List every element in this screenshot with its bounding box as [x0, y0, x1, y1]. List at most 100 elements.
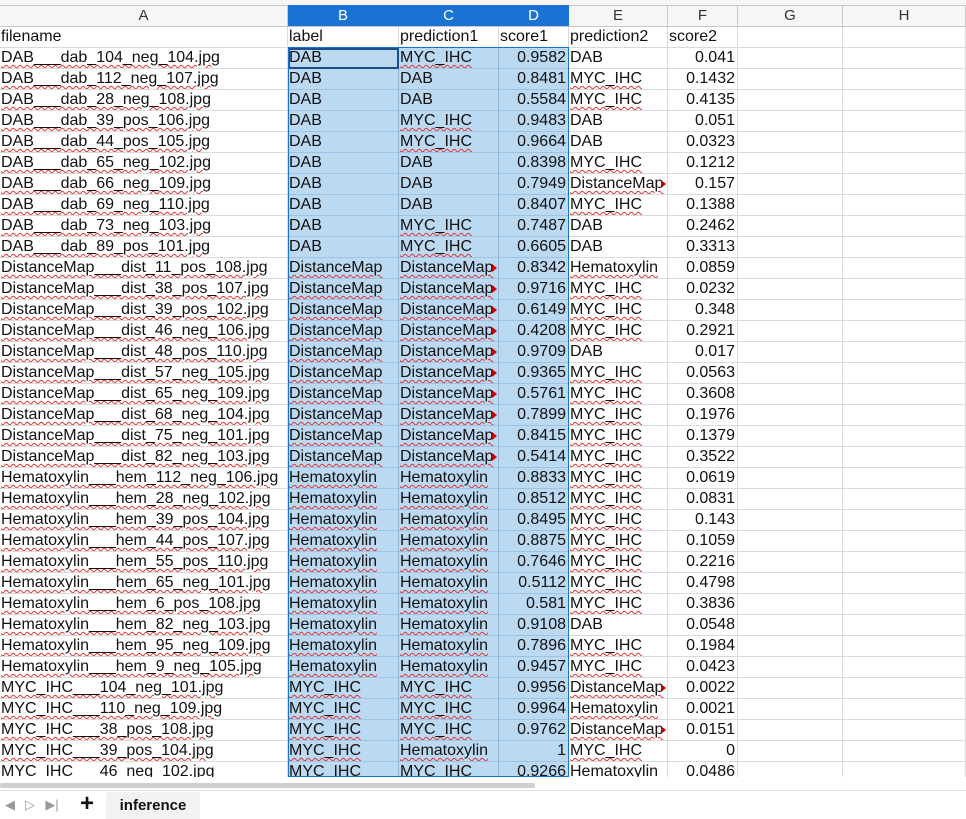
cell-score2[interactable]: 0.4135 — [668, 90, 738, 111]
cell-prediction2[interactable]: MYC_IHC — [569, 363, 668, 384]
cell-h[interactable] — [843, 636, 966, 657]
cell-score1[interactable]: 1 — [499, 741, 569, 762]
cell-score2[interactable]: score2 — [668, 27, 738, 48]
cell-score2[interactable]: 0.0486 — [668, 762, 738, 777]
cell-score2[interactable]: 0.0563 — [668, 363, 738, 384]
cell-score2[interactable]: 0.0423 — [668, 657, 738, 678]
cell-h[interactable] — [843, 678, 966, 699]
cell-label[interactable]: Hematoxylin — [288, 573, 399, 594]
cell-h[interactable] — [843, 720, 966, 741]
cell-g[interactable] — [738, 174, 843, 195]
cell-prediction2[interactable]: MYC_IHC — [569, 552, 668, 573]
cell-prediction1[interactable]: DAB — [399, 153, 499, 174]
cell-g[interactable] — [738, 153, 843, 174]
cell-score1[interactable]: score1 — [499, 27, 569, 48]
cell-prediction2[interactable]: MYC_IHC — [569, 657, 668, 678]
cell-h[interactable] — [843, 405, 966, 426]
cell-g[interactable] — [738, 636, 843, 657]
cell-h[interactable] — [843, 447, 966, 468]
cell-score2[interactable]: 0.0859 — [668, 258, 738, 279]
cell-label[interactable]: MYC_IHC — [288, 741, 399, 762]
cell-h[interactable] — [843, 657, 966, 678]
cell-score2[interactable]: 0.0232 — [668, 279, 738, 300]
cell-label[interactable]: Hematoxylin — [288, 636, 399, 657]
cell-prediction1[interactable]: DistanceMap — [399, 342, 499, 363]
cell-filename[interactable]: DAB___dab_28_neg_108.jpg — [0, 90, 288, 111]
cell-score2[interactable]: 0.1984 — [668, 636, 738, 657]
cell-g[interactable] — [738, 195, 843, 216]
cell-h[interactable] — [843, 258, 966, 279]
cell-g[interactable] — [738, 48, 843, 69]
cell-label[interactable]: DistanceMap — [288, 447, 399, 468]
cell-filename[interactable]: Hematoxylin___hem_39_pos_104.jpg — [0, 510, 288, 531]
cell-label[interactable]: DistanceMap — [288, 363, 399, 384]
cell-score1[interactable]: 0.5761 — [499, 384, 569, 405]
cell-score2[interactable]: 0.4798 — [668, 573, 738, 594]
cell-label[interactable]: DAB — [288, 69, 399, 90]
cell-g[interactable] — [738, 132, 843, 153]
cell-g[interactable] — [738, 258, 843, 279]
cell-prediction1[interactable]: MYC_IHC — [399, 237, 499, 258]
cell-g[interactable] — [738, 699, 843, 720]
cell-prediction2[interactable]: MYC_IHC — [569, 636, 668, 657]
cell-filename[interactable]: DAB___dab_69_neg_110.jpg — [0, 195, 288, 216]
cell-label[interactable]: label — [288, 27, 399, 48]
cell-label[interactable]: DistanceMap — [288, 300, 399, 321]
column-header-g[interactable]: G — [738, 5, 843, 26]
cell-h[interactable] — [843, 384, 966, 405]
add-sheet-button[interactable]: + — [79, 790, 94, 817]
cell-label[interactable]: DAB — [288, 237, 399, 258]
cell-filename[interactable]: DistanceMap___dist_48_pos_110.jpg — [0, 342, 288, 363]
cell-label[interactable]: DistanceMap — [288, 342, 399, 363]
cell-prediction1[interactable]: DistanceMap — [399, 426, 499, 447]
cell-score1[interactable]: 0.9582 — [499, 48, 569, 69]
cell-prediction2[interactable]: MYC_IHC — [569, 741, 668, 762]
cell-score2[interactable]: 0.0548 — [668, 615, 738, 636]
cell-score1[interactable]: 0.9956 — [499, 678, 569, 699]
cell-label[interactable]: DAB — [288, 90, 399, 111]
cell-g[interactable] — [738, 279, 843, 300]
cell-filename[interactable]: Hematoxylin___hem_55_pos_110.jpg — [0, 552, 288, 573]
cell-filename[interactable]: MYC_IHC___38_pos_108.jpg — [0, 720, 288, 741]
cell-g[interactable] — [738, 384, 843, 405]
cell-label[interactable]: DAB — [288, 195, 399, 216]
cell-score2[interactable]: 0.041 — [668, 48, 738, 69]
cell-filename[interactable]: DistanceMap___dist_57_neg_105.jpg — [0, 363, 288, 384]
cell-score1[interactable]: 0.4208 — [499, 321, 569, 342]
cell-label[interactable]: DistanceMap — [288, 405, 399, 426]
scroll-prev-sheet-icon[interactable]: ▷ — [25, 797, 35, 812]
cell-filename[interactable]: filename — [0, 27, 288, 48]
cell-score1[interactable]: 0.9365 — [499, 363, 569, 384]
cell-label[interactable]: Hematoxylin — [288, 615, 399, 636]
cell-prediction2[interactable]: MYC_IHC — [569, 300, 668, 321]
cell-h[interactable] — [843, 573, 966, 594]
cell-label[interactable]: DistanceMap — [288, 321, 399, 342]
cell-score1[interactable]: 0.6605 — [499, 237, 569, 258]
cell-prediction2[interactable]: Hematoxylin — [569, 699, 668, 720]
cell-prediction2[interactable]: DAB — [569, 48, 668, 69]
cell-prediction2[interactable]: MYC_IHC — [569, 384, 668, 405]
cell-score1[interactable]: 0.9108 — [499, 615, 569, 636]
cell-g[interactable] — [738, 762, 843, 777]
cell-h[interactable] — [843, 237, 966, 258]
cell-h[interactable] — [843, 426, 966, 447]
cell-g[interactable] — [738, 321, 843, 342]
cell-score2[interactable]: 0.3313 — [668, 237, 738, 258]
cell-h[interactable] — [843, 321, 966, 342]
cell-filename[interactable]: MYC_IHC___104_neg_101.jpg — [0, 678, 288, 699]
cell-score1[interactable]: 0.8833 — [499, 468, 569, 489]
cell-prediction1[interactable]: Hematoxylin — [399, 552, 499, 573]
cell-prediction1[interactable]: MYC_IHC — [399, 132, 499, 153]
cell-prediction1[interactable]: MYC_IHC — [399, 699, 499, 720]
cell-score2[interactable]: 0.3522 — [668, 447, 738, 468]
cell-prediction1[interactable]: Hematoxylin — [399, 594, 499, 615]
cell-prediction2[interactable]: Hematoxylin — [569, 258, 668, 279]
cell-h[interactable] — [843, 552, 966, 573]
cell-score1[interactable]: 0.8481 — [499, 69, 569, 90]
cell-score1[interactable]: 0.8407 — [499, 195, 569, 216]
cell-label[interactable]: MYC_IHC — [288, 678, 399, 699]
cell-score2[interactable]: 0.1379 — [668, 426, 738, 447]
cell-prediction2[interactable]: MYC_IHC — [569, 321, 668, 342]
column-header-b[interactable]: B — [288, 5, 399, 26]
cell-prediction2[interactable]: MYC_IHC — [569, 468, 668, 489]
